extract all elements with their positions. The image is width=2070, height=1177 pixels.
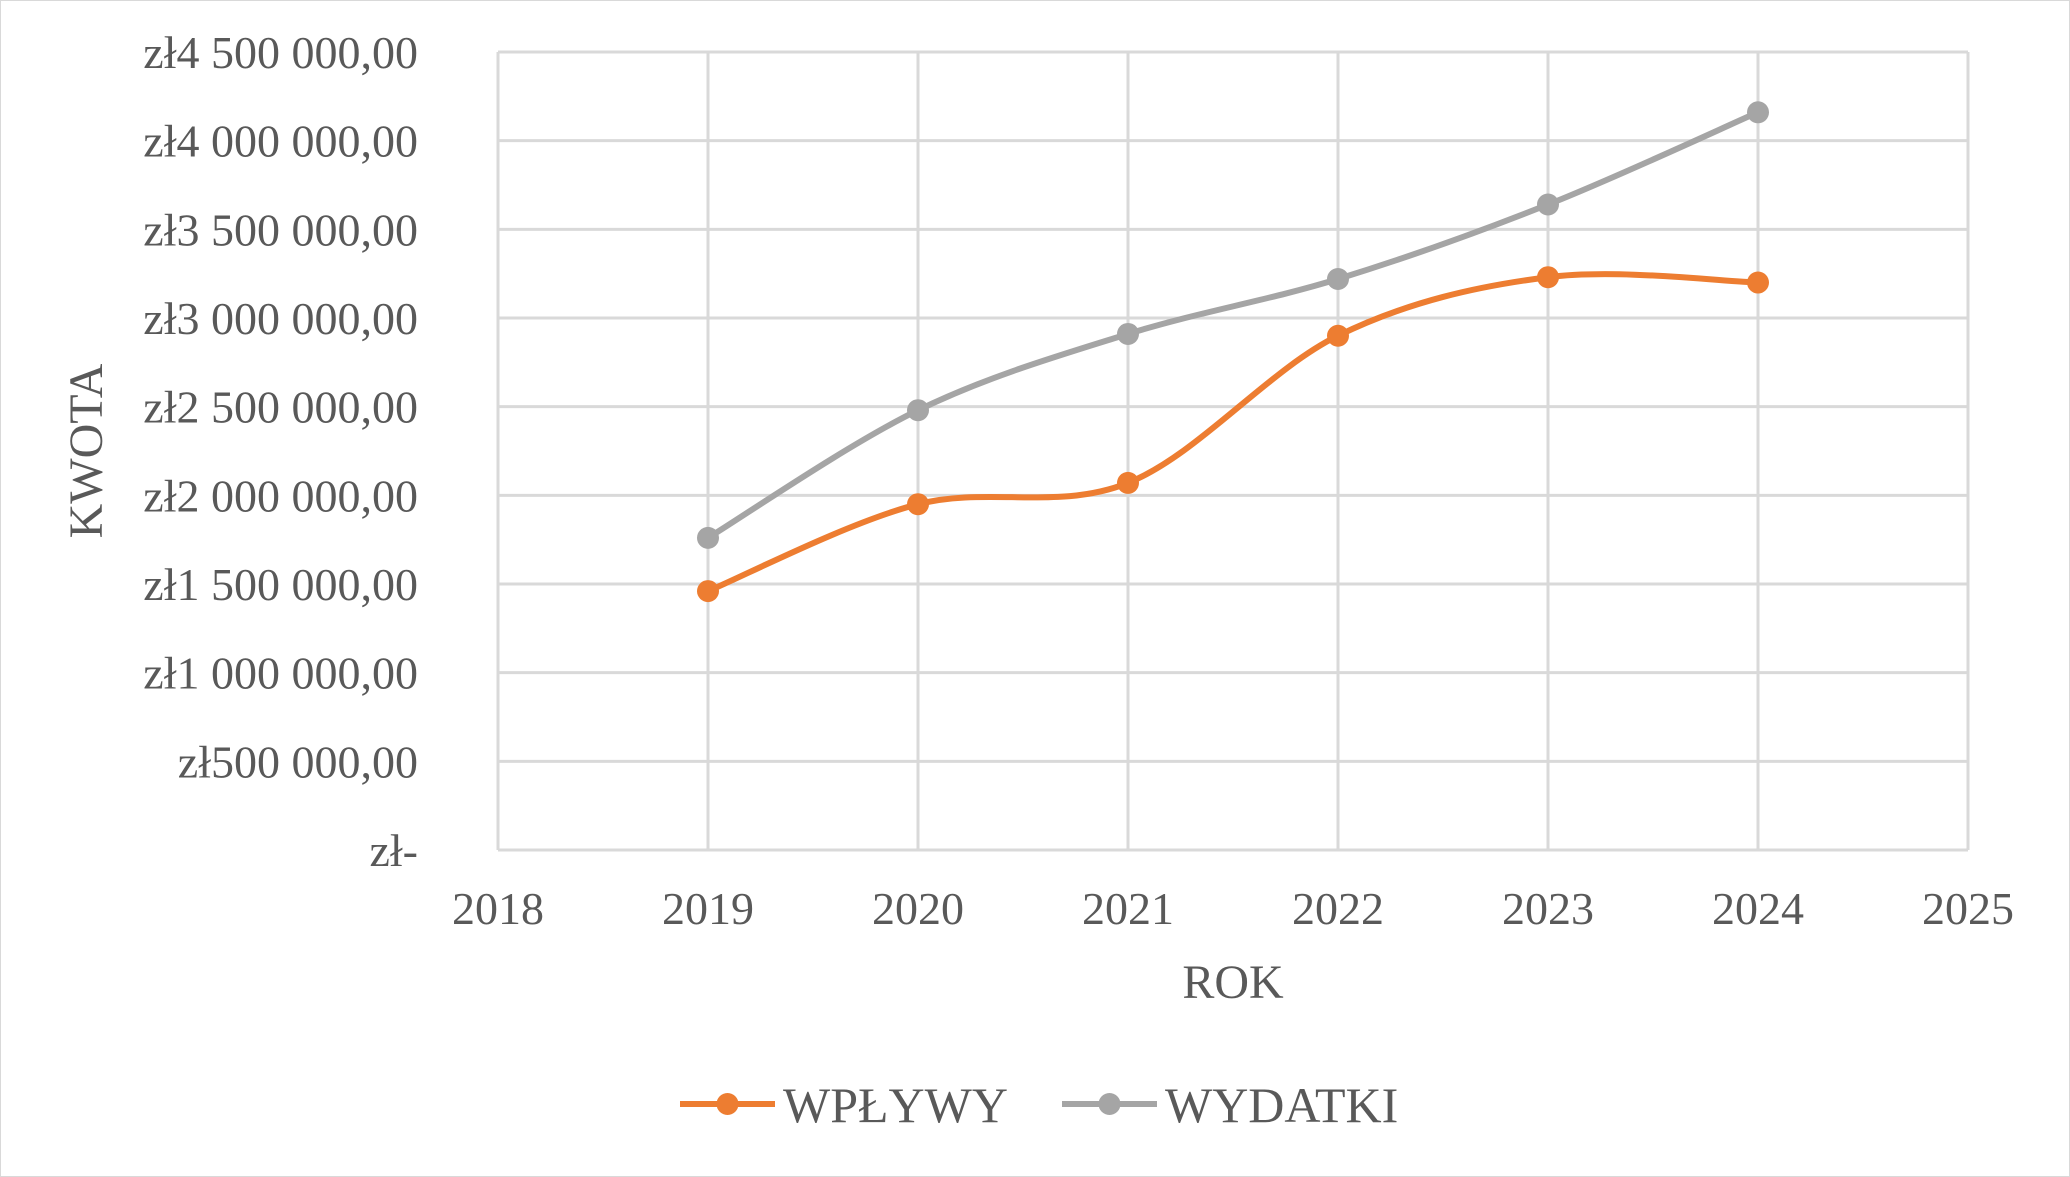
y-tick-label: zł1 500 000,00 — [143, 559, 418, 610]
data-point — [1747, 271, 1769, 294]
data-point — [697, 526, 719, 549]
y-tick-label: zł1 000 000,00 — [143, 648, 418, 699]
data-point — [1537, 193, 1559, 216]
legend-label: WPŁYWY — [783, 1077, 1008, 1133]
x-tick-label: 2019 — [662, 883, 754, 934]
data-point — [1327, 267, 1349, 290]
data-series — [697, 101, 1769, 603]
y-tick-label: zł500 000,00 — [178, 736, 418, 787]
x-tick-label: 2025 — [1922, 883, 2014, 934]
x-tick-label: 2023 — [1502, 883, 1594, 934]
data-point — [697, 580, 719, 603]
legend-marker — [716, 1093, 739, 1115]
y-tick-label: zł4 500 000,00 — [143, 27, 418, 78]
y-tick-label: zł- — [369, 825, 418, 876]
data-point — [1327, 324, 1349, 347]
x-tick-label: 2022 — [1292, 883, 1384, 934]
series-line — [705, 271, 1761, 595]
x-axis-title: ROK — [1182, 956, 1284, 1009]
y-tick-label: zł2 500 000,00 — [143, 382, 418, 433]
data-point — [1537, 266, 1559, 289]
series-wplywy — [697, 266, 1769, 603]
y-axis-title: KWOTA — [60, 363, 113, 538]
x-axis-tick-labels: 2018 2019 2020 2021 2022 2023 2024 2025 — [452, 883, 2014, 934]
y-tick-label: zł2 000 000,00 — [143, 470, 418, 521]
legend: WPŁYWY WYDATKI — [680, 1077, 1398, 1133]
series-wydatki — [697, 101, 1769, 549]
y-tick-label: zł3 000 000,00 — [143, 293, 418, 344]
data-point — [907, 399, 929, 422]
x-tick-label: 2021 — [1082, 883, 1174, 934]
y-axis-tick-labels: zł-zł500 000,00 zł1 000 000,00 zł1 500 000… — [143, 27, 418, 876]
legend-label: WYDATKI — [1165, 1077, 1398, 1133]
y-tick-label: zł3 500 000,00 — [143, 204, 418, 255]
series-line — [705, 109, 1761, 541]
legend-item: WYDATKI — [1062, 1077, 1398, 1133]
data-point — [1747, 101, 1769, 124]
legend-marker — [1098, 1093, 1121, 1115]
x-tick-label: 2018 — [452, 883, 544, 934]
legend-item: WPŁYWY — [680, 1077, 1008, 1133]
grid-lines — [496, 50, 1970, 852]
y-tick-label: zł4 000 000,00 — [143, 116, 418, 167]
x-tick-label: 2020 — [872, 883, 964, 934]
x-tick-label: 2024 — [1712, 883, 1804, 934]
data-point — [907, 493, 929, 516]
data-point — [1117, 471, 1139, 494]
data-point — [1117, 322, 1139, 345]
